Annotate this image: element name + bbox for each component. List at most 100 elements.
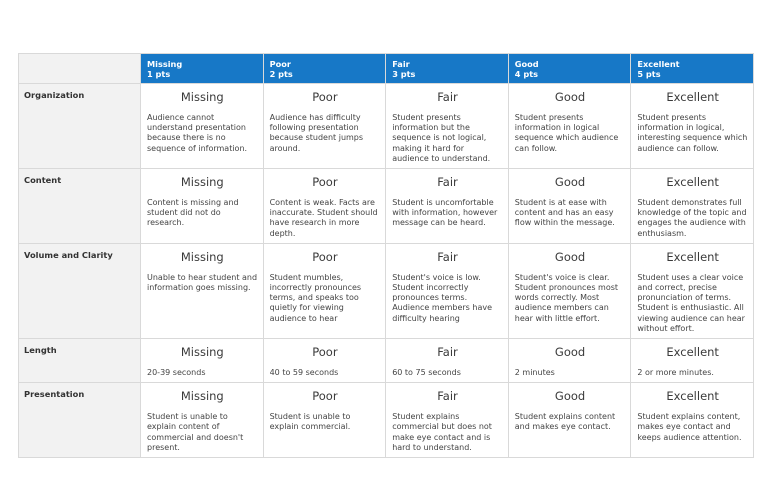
rating-label: Poor (312, 175, 338, 190)
rubric-cell: Good Student presents information in log… (507, 82, 632, 170)
rating-label: Fair (437, 249, 458, 264)
level-header-fair: Fair 3 pts (385, 53, 509, 84)
rating-description: Content is weak. Facts are inaccurate. S… (269, 198, 378, 238)
rating-description: Student explains content, makes eye cont… (637, 412, 742, 442)
level-title: Fair (392, 59, 410, 69)
rating-description: Student presents information but the seq… (392, 113, 491, 163)
rating-label: Poor (312, 389, 338, 404)
rating-label: Poor (312, 249, 338, 264)
rating-description: 20-39 seconds (147, 368, 206, 378)
rubric-cell: Poor Student is unable to explain commer… (262, 382, 387, 459)
rating-label: Excellent (666, 389, 719, 404)
rubric-cell: Fair 60 to 75 seconds (385, 338, 509, 384)
rubric-cell: Poor Content is weak. Facts are inaccura… (262, 168, 387, 244)
level-title: Excellent (637, 59, 680, 69)
rubric-cell: Fair Student is uncomfortable with infor… (385, 168, 509, 244)
criterion-label: Presentation (18, 382, 141, 459)
level-title: Poor (269, 59, 291, 69)
rubric-cell: Poor Student mumbles, incorrectly pronou… (262, 242, 387, 340)
level-points: 4 pts (514, 69, 538, 79)
rating-label: Good (554, 90, 586, 104)
rating-label: Good (554, 175, 586, 190)
rating-label: Missing (180, 249, 224, 264)
rubric-cell: Excellent 2 or more minutes. (630, 338, 754, 384)
rating-label: Missing (180, 175, 224, 190)
rating-label: Excellent (666, 249, 719, 264)
criterion-label: Content (18, 168, 141, 244)
rubric-cell: Good Student is at ease with content and… (507, 168, 632, 244)
rubric-row-content: Content Missing Content is missing and s… (18, 168, 754, 244)
rubric-corner-cell (18, 53, 141, 84)
rating-label: Good (554, 345, 586, 360)
rating-label: Poor (312, 345, 338, 360)
rating-label: Excellent (666, 175, 719, 190)
rating-description: Student is uncomfortable with informatio… (392, 198, 498, 228)
rubric-cell: Poor Audience has difficulty following p… (262, 82, 387, 170)
level-title: Missing (147, 59, 183, 69)
level-points: 1 pts (147, 69, 171, 79)
rubric-cell: Good Student explains content and makes … (507, 382, 632, 459)
rating-description: Student's voice is low. Student incorrec… (392, 272, 493, 323)
rubric-table: Missing 1 pts Poor 2 pts Fair 3 pts Good… (18, 53, 754, 459)
rating-description: 2 minutes (514, 368, 555, 378)
rubric-cell: Poor 40 to 59 seconds (262, 338, 387, 384)
rating-label: Poor (312, 90, 338, 104)
rubric-header-row: Missing 1 pts Poor 2 pts Fair 3 pts Good… (18, 53, 754, 84)
criterion-label: Volume and Clarity (18, 242, 141, 340)
rating-label: Excellent (666, 90, 719, 104)
level-points: 5 pts (637, 69, 661, 79)
rating-description: 60 to 75 seconds (392, 368, 461, 378)
rating-label: Missing (180, 389, 224, 404)
rating-label: Missing (180, 90, 224, 104)
rubric-cell: Excellent Student explains content, make… (630, 382, 754, 459)
rating-description: Content is missing and student did not d… (147, 198, 239, 228)
rating-description: Audience cannot understand presentation … (147, 113, 248, 153)
rubric-row-length: Length Missing 20-39 seconds Poor 40 to … (18, 338, 754, 384)
level-title: Good (514, 59, 539, 69)
rating-description: Student uses a clear voice and correct, … (637, 272, 745, 333)
rating-label: Fair (437, 345, 458, 360)
level-header-excellent: Excellent 5 pts (630, 53, 754, 84)
criterion-label: Length (18, 338, 141, 384)
level-points: 2 pts (269, 69, 293, 79)
rubric-cell: Excellent Student uses a clear voice and… (630, 242, 754, 340)
criterion-label: Organization (18, 82, 141, 170)
rating-description: 40 to 59 seconds (269, 368, 339, 378)
rating-label: Excellent (666, 345, 719, 360)
level-header-poor: Poor 2 pts (262, 53, 387, 84)
rubric-cell: Fair Student explains commercial but doe… (385, 382, 509, 459)
rubric-cell: Excellent Student demonstrates full know… (630, 168, 754, 244)
rubric-cell: Fair Student's voice is low. Student inc… (385, 242, 509, 340)
rubric-cell: Missing Unable to hear student and infor… (140, 242, 264, 340)
rating-description: Student presents information in logical … (514, 113, 619, 153)
rating-label: Fair (437, 90, 458, 104)
rubric-cell: Good Student's voice is clear. Student p… (507, 242, 632, 340)
rating-description: Student explains content and makes eye c… (514, 412, 616, 432)
rubric-cell: Missing Student is unable to explain con… (140, 382, 264, 459)
rubric-cell: Fair Student presents information but th… (385, 82, 509, 170)
rating-label: Missing (180, 345, 224, 360)
rubric-row-organization: Organization Missing Audience cannot und… (18, 82, 754, 170)
rating-description: Student is unable to explain commercial. (269, 412, 351, 432)
rating-label: Fair (437, 175, 458, 190)
rubric-row-presentation: Presentation Missing Student is unable t… (18, 382, 754, 459)
rating-label: Fair (437, 389, 458, 404)
rating-description: Student presents information in logical,… (637, 113, 748, 153)
rating-description: Student's voice is clear. Student pronou… (514, 272, 619, 323)
rating-description: 2 or more minutes. (637, 368, 714, 378)
rating-description: Audience has difficulty following presen… (269, 113, 364, 153)
rubric-cell: Missing 20-39 seconds (140, 338, 264, 384)
rubric-cell: Missing Audience cannot understand prese… (140, 82, 264, 170)
rubric-cell: Good 2 minutes (507, 338, 632, 384)
rubric-cell: Excellent Student presents information i… (630, 82, 754, 170)
rating-description: Student explains commercial but does not… (392, 412, 492, 452)
level-header-good: Good 4 pts (507, 53, 632, 84)
level-points: 3 pts (392, 69, 416, 79)
rating-label: Good (554, 249, 586, 264)
rubric-cell: Missing Content is missing and student d… (140, 168, 264, 244)
rating-description: Unable to hear student and information g… (147, 272, 258, 293)
rating-description: Student is unable to explain content of … (147, 412, 244, 452)
level-header-missing: Missing 1 pts (140, 53, 264, 84)
rating-label: Good (554, 389, 586, 404)
rating-description: Student mumbles, incorrectly pronounces … (269, 272, 362, 323)
